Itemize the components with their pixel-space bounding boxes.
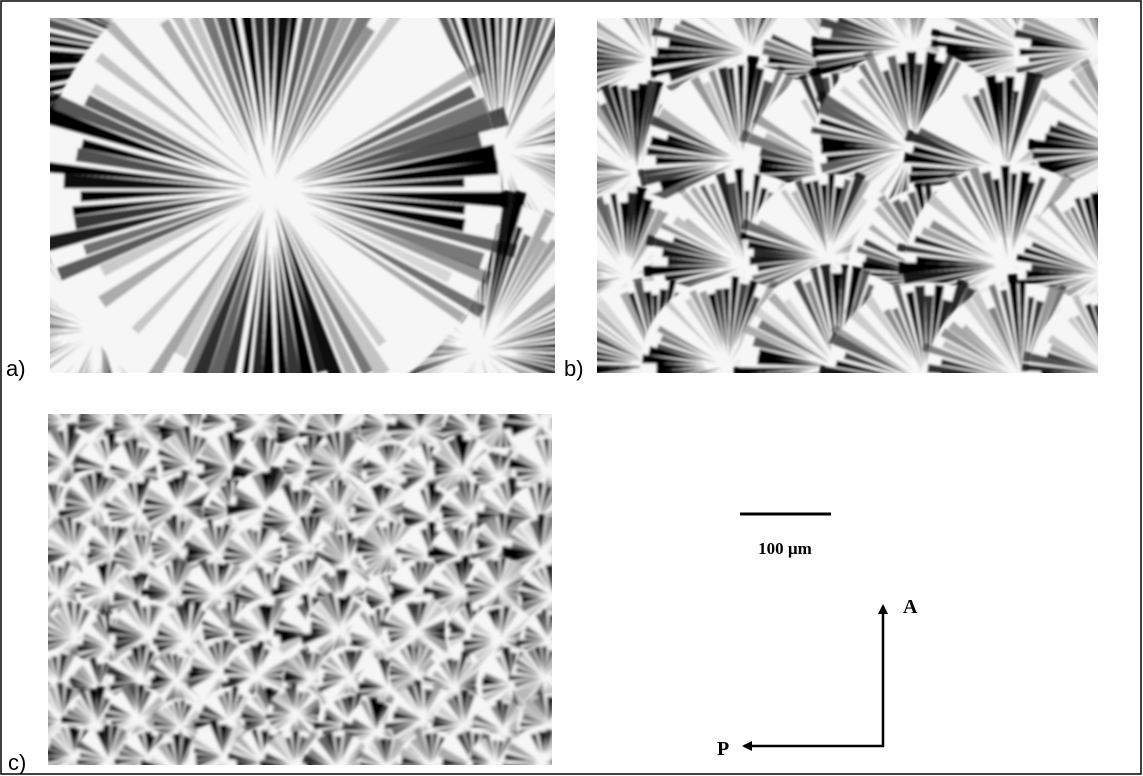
micrograph-c bbox=[19, 386, 590, 776]
panel-label: a) bbox=[6, 356, 26, 381]
polarizer-label: P bbox=[717, 738, 729, 760]
figure: a) b) c) 100 µm A P bbox=[0, 0, 1143, 776]
panel-label: b) bbox=[564, 356, 584, 381]
analyzer-label: A bbox=[903, 596, 918, 618]
panel-label: c) bbox=[8, 750, 26, 775]
page: a) b) c) 100 µm A P (() => { const data … bbox=[0, 0, 1143, 776]
scale-label: 100 µm bbox=[758, 539, 812, 558]
